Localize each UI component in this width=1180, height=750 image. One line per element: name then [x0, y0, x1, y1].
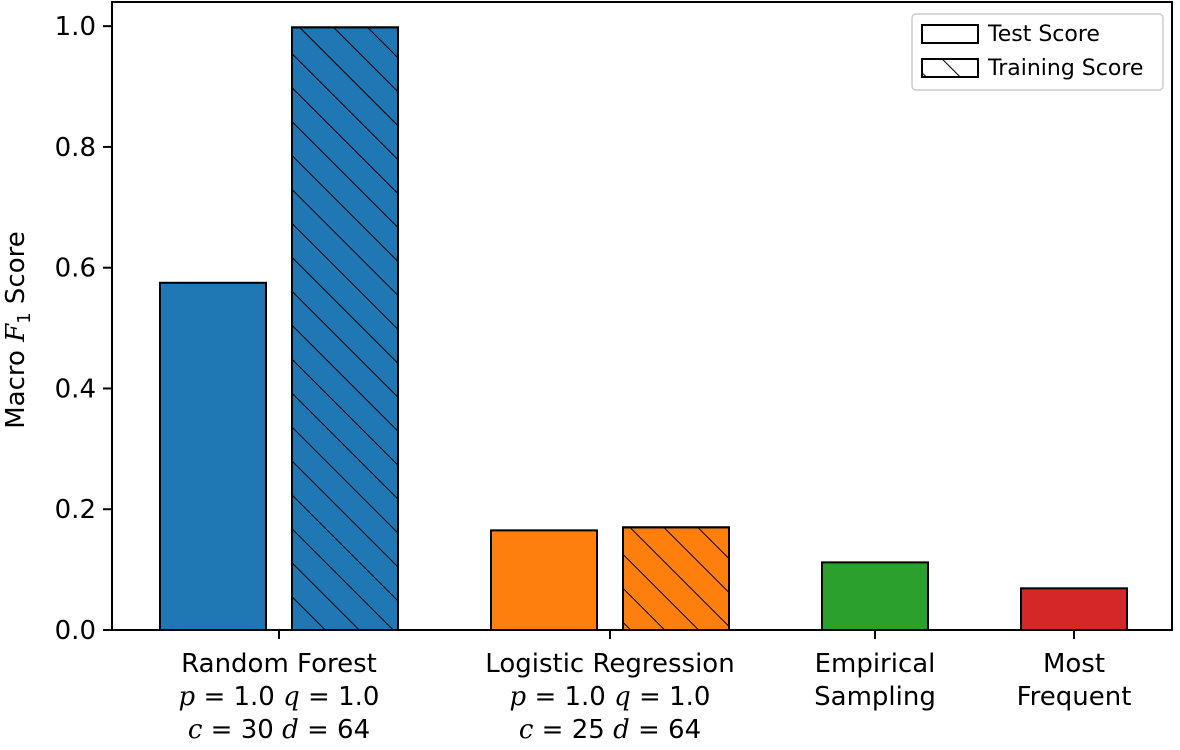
x-tick-label: Logistic Regression — [485, 649, 734, 679]
y-axis-title-variable: F — [1, 323, 31, 343]
y-axis-title-prefix: Macro — [1, 342, 31, 429]
legend-swatch-hatch — [921, 58, 979, 78]
train-score-hatch — [622, 526, 730, 631]
test-score-bar — [159, 281, 267, 631]
test-score-bar — [821, 561, 929, 631]
legend-label: Training Score — [987, 56, 1143, 81]
y-tick-label: 0.2 — [55, 495, 96, 525]
y-tick-label: 0.0 — [55, 616, 96, 646]
x-tick-label: Sampling — [814, 682, 936, 712]
y-axis-title: Macro F1 Score — [1, 231, 35, 429]
y-tick-label: 0.8 — [55, 133, 96, 163]
train-score-hatch — [291, 26, 399, 632]
x-tick-label: c = 25 d = 64 — [519, 715, 701, 745]
x-tick-label: Empirical — [815, 649, 936, 679]
x-tick-label: Frequent — [1017, 682, 1132, 712]
test-score-bar — [490, 529, 598, 631]
x-tick-label: Random Forest — [181, 649, 377, 679]
x-tick-label: Most — [1043, 649, 1105, 679]
legend-swatch — [921, 24, 979, 44]
test-score-bar — [1020, 587, 1128, 631]
legend-label: Test Score — [987, 22, 1100, 47]
y-tick-label: 1.0 — [55, 12, 96, 42]
x-tick-label: c = 30 d = 64 — [188, 715, 370, 745]
y-axis-title-suffix: Score — [1, 231, 31, 312]
x-tick-label: p = 1.0 q = 1.0 — [179, 682, 380, 712]
legend: Test Score Training Score — [911, 13, 1164, 91]
y-tick-label: 0.4 — [55, 374, 96, 404]
y-axis-title-subscript: 1 — [14, 312, 35, 323]
svg-text:Macro F1 Score: Macro F1 Score — [1, 231, 35, 429]
y-tick-label: 0.6 — [55, 254, 96, 284]
x-tick-label: p = 1.0 q = 1.0 — [510, 682, 711, 712]
